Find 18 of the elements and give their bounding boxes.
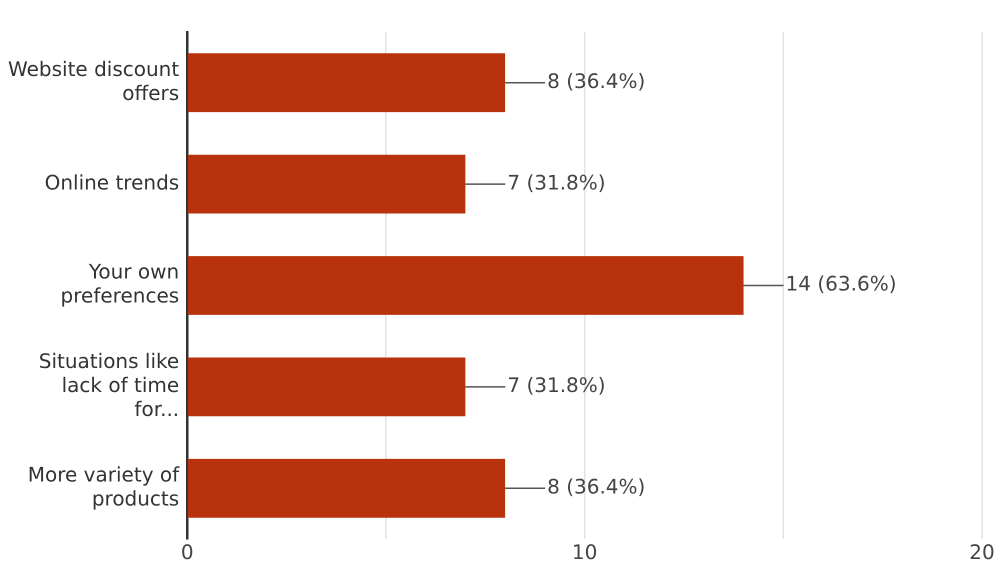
y-tick-label: Your own preferences (60, 260, 180, 308)
data-label: 7 (31.8%) (507, 373, 606, 398)
data-label: 14 (63.6%) (786, 272, 897, 296)
x-tick-label: 20 (969, 540, 995, 564)
y-tick-label: Website discount offers (8, 56, 180, 105)
bar (188, 256, 744, 315)
y-tick-label: Situations like lack of time for... (38, 349, 180, 422)
bar (188, 458, 506, 518)
y-tick-label: Online trends (44, 170, 180, 194)
bar (188, 154, 466, 214)
x-tick-label: 10 (572, 540, 598, 564)
bar (188, 53, 506, 112)
y-tick-label: More variety of products (28, 462, 180, 511)
bar (188, 357, 466, 416)
data-label: 7 (31.8%) (507, 170, 606, 194)
data-label: 8 (36.4%) (547, 68, 646, 93)
data-label: 8 (36.4%) (547, 474, 646, 499)
x-tick-label: 0 (180, 540, 194, 564)
